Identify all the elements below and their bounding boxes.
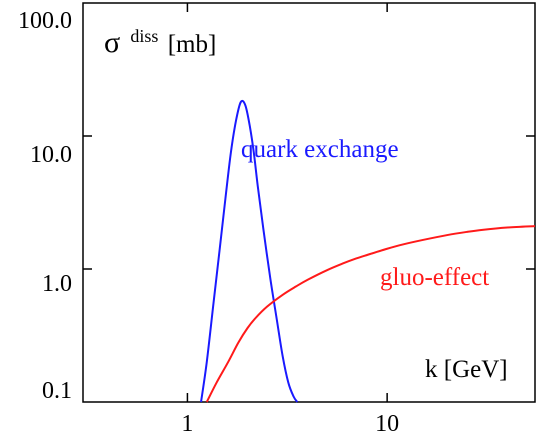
y-axis-label: σ diss [mb]: [104, 21, 216, 59]
x-tick-label: 1: [181, 411, 193, 434]
y-tick-label: 100.0: [18, 8, 72, 34]
plot-frame: [82, 2, 536, 403]
series-label-gluo-effect: gluo-effect: [380, 264, 489, 291]
x-tick-label: 10: [375, 411, 399, 434]
y-tick-label: 10.0: [30, 142, 72, 168]
y-axis-label-symbol: σ: [104, 26, 120, 59]
series-line-quark-exchange: [200, 99, 299, 403]
series-line-gluo-effect: [205, 225, 536, 403]
tick-layer: 1 10 0.1 1.0 10.0 100.0: [18, 3, 535, 434]
y-axis-label-unit: [mb]: [168, 31, 217, 58]
series-layer: [200, 99, 536, 403]
series-label-quark-exchange: quark exchange: [241, 136, 399, 163]
y-tick-label: 0.1: [42, 378, 72, 404]
x-axis-label: k [GeV]: [425, 356, 508, 383]
y-tick-label: 1.0: [42, 271, 72, 297]
y-axis-label-superscript: diss: [130, 26, 158, 46]
